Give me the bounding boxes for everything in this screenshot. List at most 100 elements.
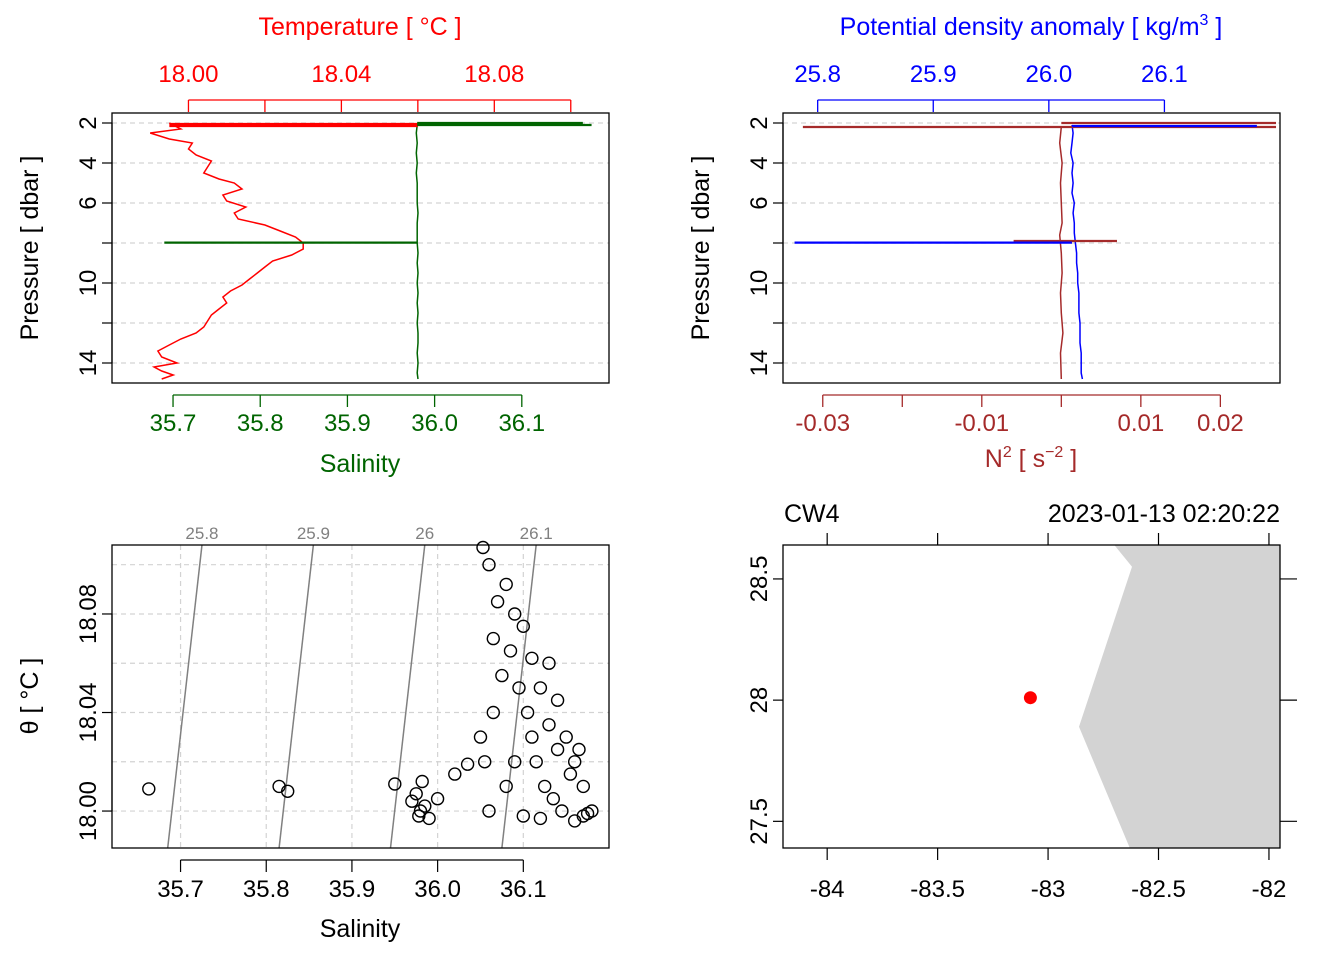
- p3-data-point: [568, 755, 582, 769]
- p2-n2-axis-title: N2 [ s−2 ]: [985, 444, 1077, 473]
- p3-isopycnal-line: [501, 544, 537, 849]
- p2-plot-frame: [782, 112, 1281, 384]
- p2-n2-title-text: N: [985, 445, 1003, 473]
- p3-data-point: [409, 787, 423, 801]
- p2-bottom-tick-label: -0.01: [954, 410, 1009, 437]
- p4-x-tick-label: -82.5: [1131, 876, 1186, 903]
- p1-bottom-tick-label: 35.7: [150, 410, 197, 437]
- p1-y-tick-label: 2: [75, 116, 102, 129]
- p2-n2-title-mid: [ s: [1012, 445, 1045, 473]
- p2-pressure-axis-title: Pressure [ dbar ]: [687, 156, 715, 341]
- p3-grid: [112, 545, 609, 848]
- p3-data-point: [430, 792, 445, 806]
- p4-map-frame: [782, 544, 1281, 849]
- p2-axes: 2 4 6 10 14 25.8 25.9 26.0 26.1 -0.03 -0.01 0.01 0.0…: [746, 61, 1244, 437]
- p3-data-point: [533, 811, 548, 826]
- p3-data-point: [415, 774, 429, 789]
- p3-data-point: [508, 607, 522, 621]
- p3-data-point: [482, 804, 496, 818]
- p3-data-point: [533, 681, 548, 695]
- p4-x-tick-label: -84: [810, 876, 845, 903]
- p1-salinity-axis-title: Salinity: [320, 450, 401, 478]
- p3-data-point: [499, 577, 513, 592]
- p3-isopycnal-label: 25.8: [185, 524, 218, 543]
- p3-data-point: [516, 809, 530, 823]
- p3-data-point: [490, 595, 505, 609]
- p2-bottom-tick-label: 0.02: [1197, 410, 1244, 437]
- p2-series-n2: [1058, 126, 1064, 380]
- p3-axes: 35.7 35.8 35.9 36.0 36.1 18.00 18.04 18.08: [75, 584, 547, 903]
- p1-y-tick-label: 10: [75, 270, 102, 297]
- p3-data-point: [482, 558, 496, 572]
- p1-top-tick-label: 18.00: [158, 61, 218, 88]
- p4-y-tick-label: 28.5: [746, 556, 773, 603]
- p3-data-point: [508, 755, 522, 769]
- p3-data-point: [572, 742, 586, 757]
- p2-series-potential-density-anomaly: [1070, 124, 1084, 380]
- p2-density-title-sup: 3: [1200, 12, 1209, 29]
- p2-bottom-tick-label: -0.03: [795, 410, 850, 437]
- p3-data-point: [550, 693, 565, 707]
- p1-y-tick-label: 4: [75, 156, 102, 169]
- p4-data: [1023, 545, 1280, 848]
- p4-station-label: CW4: [784, 500, 840, 528]
- p3-data-point: [559, 730, 573, 744]
- p3-data-point: [413, 804, 428, 818]
- p2-density-title-end: ]: [1208, 13, 1222, 41]
- p3-y-tick-label: 18.00: [75, 781, 102, 841]
- p3-data-point: [422, 811, 436, 826]
- p1-axes: 2 4 6 10 14 18.00 18.04 18.08 35.7 35.8 35.9 36.0 36…: [75, 61, 572, 437]
- p3-data-point: [550, 742, 565, 757]
- p3-isopycnal-line: [278, 544, 315, 849]
- p3-data-point: [473, 730, 488, 744]
- p3-y-tick-label: 18.04: [75, 682, 102, 742]
- panel-station-map: -84 -83.5 -83 -82.5 -82 27.5 28 28.5 CW4 2023-0…: [746, 500, 1297, 903]
- p2-density-title-text: Potential density anomaly [ kg/m: [840, 13, 1200, 41]
- panel-ts-diagram: 25.8 25.9 26 26.1 35.7 35.8 35.9 36.0 36.1 18.00…: [16, 524, 610, 943]
- p1-top-tick-label: 18.04: [311, 61, 371, 88]
- p4-coastline-land: [1079, 545, 1280, 848]
- p2-y-tick-label: 6: [746, 196, 773, 209]
- p3-data-point: [529, 755, 543, 769]
- p3-data-point: [516, 619, 530, 633]
- p3-data-point: [281, 784, 295, 798]
- p1-series-temperature: [149, 122, 304, 380]
- p4-x-tick-label: -83: [1031, 876, 1066, 903]
- p3-isopycnal-line: [389, 544, 426, 849]
- p3-data-point: [512, 681, 526, 695]
- p2-n2-title-sup2: −2: [1045, 444, 1063, 461]
- p2-y-tick-label: 10: [746, 270, 773, 297]
- p2-bottom-tick-label: 0.01: [1117, 410, 1164, 437]
- p3-isopycnal-label: 25.9: [297, 524, 330, 543]
- p1-data: [149, 121, 592, 380]
- p2-y-tick-label: 4: [746, 156, 773, 169]
- p1-temperature-axis-title: Temperature [ °C ]: [258, 13, 461, 41]
- p3-data-point: [520, 705, 535, 720]
- p3-isopycnal-label: 26.1: [520, 524, 553, 543]
- panel-temperature-salinity-profile: 2 4 6 10 14 18.00 18.04 18.08 35.7 35.8 35.9 36.0 36…: [16, 13, 610, 478]
- p1-bottom-tick-label: 35.8: [237, 410, 284, 437]
- p3-data-point: [478, 755, 492, 769]
- p1-y-tick-label: 6: [75, 196, 102, 209]
- p2-y-tick-label: 2: [746, 116, 773, 129]
- p3-data-point: [503, 644, 518, 658]
- p4-station-marker: [1023, 691, 1037, 705]
- p3-data-point: [525, 651, 539, 665]
- p3-data-point: [568, 814, 582, 828]
- p4-datetime-label: 2023-01-13 02:20:22: [1048, 500, 1280, 528]
- panel-density-n2-profile: 2 4 6 10 14 25.8 25.9 26.0 26.1 -0.03 -0.01 0.01 0.0…: [687, 12, 1281, 473]
- p3-data-point: [563, 767, 578, 781]
- p2-data: [794, 121, 1277, 380]
- p2-n2-title-end: ]: [1063, 445, 1077, 473]
- p2-top-tick-label: 26.0: [1025, 61, 1072, 88]
- p3-data-point: [580, 806, 595, 821]
- p3-x-tick-label: 35.9: [329, 876, 376, 903]
- p3-data-point: [525, 730, 539, 744]
- p3-data-point: [542, 656, 556, 670]
- p3-data-point: [418, 799, 432, 813]
- p3-x-tick-label: 36.1: [500, 876, 547, 903]
- p4-y-tick-label: 28: [746, 687, 773, 714]
- p1-pressure-axis-title: Pressure [ dbar ]: [16, 156, 44, 341]
- p3-plot-frame: [111, 544, 610, 849]
